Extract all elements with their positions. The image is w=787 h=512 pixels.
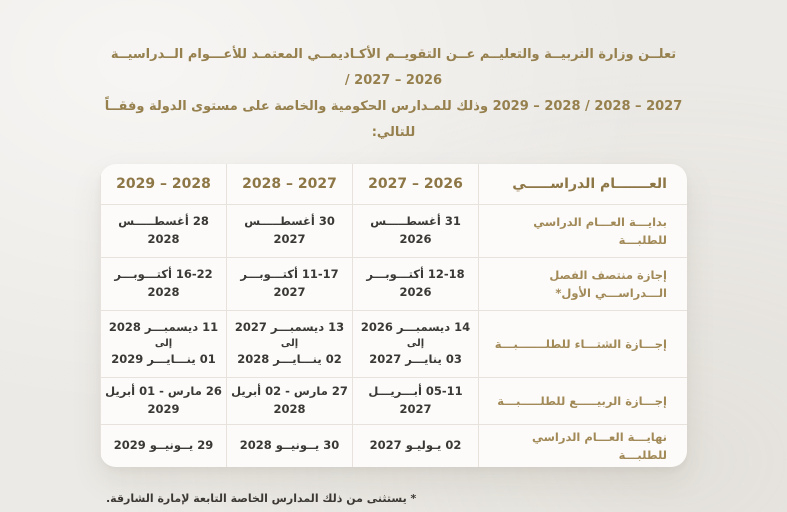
header-academic-year: العـــــــام الدراســـــي xyxy=(479,164,687,204)
date-cell: 05-11 أبـــريـــل 2027 xyxy=(353,378,478,424)
row-label-spring-break: إجـــازة الربيـــــع للطلـــــبـــة xyxy=(479,378,687,424)
sharjah-exclusion-footnote: * يستثنى من ذلك المدارس الخاصة التابعة ل… xyxy=(106,492,417,505)
header-year-2027-2028: 2027 – 2028 xyxy=(227,164,352,204)
academic-calendar-table: العـــــــام الدراســـــي 2026 – 2027 20… xyxy=(100,164,687,467)
date-cell: 11-17 أكتـــوبـــر 2027 xyxy=(227,258,352,310)
date-cell: 29 يــونيــو 2029 xyxy=(101,425,226,467)
announcement-page: تعلــن وزارة التربيــة والتعليــم عــن ا… xyxy=(0,42,787,512)
date-cell: 26 مارس - 01 أبريل 2029 xyxy=(101,378,226,424)
row-label-year-end: نهايـــة العـــام الدراسي للطلبـــة xyxy=(479,425,687,467)
row-label-midterm-break: إجازة منتصف الفصل الـــدراســـي الأول* xyxy=(479,258,687,310)
date-cell: 28 أغسطـــــس 2028 xyxy=(101,205,226,257)
header-year-2026-2027: 2026 – 2027 xyxy=(353,164,478,204)
date-cell: 11 ديسمبـــر 2028 إلى 01 ينـــايـــر 202… xyxy=(101,311,226,377)
header-year-2028-2029: 2028 – 2029 xyxy=(101,164,226,204)
date-cell: 27 مارس - 02 أبريل 2028 xyxy=(227,378,352,424)
title-line-1: تعلــن وزارة التربيــة والتعليــم عــن ا… xyxy=(110,47,677,88)
date-cell: 14 ديسمبـــر 2026 إلى 03 ينايـــر 2027 xyxy=(353,311,478,377)
title-line-2: 2027 – 2028 / 2028 – 2029 وذلك للمـدارس … xyxy=(104,99,683,140)
row-label-winter-break: إجـــازة الشتـــاء للطلـــــــبـــة xyxy=(479,311,687,377)
page-title: تعلــن وزارة التربيــة والتعليــم عــن ا… xyxy=(101,42,686,146)
date-cell: 12-18 أكتـــوبـــر 2026 xyxy=(353,258,478,310)
date-cell: 13 ديسمبـــر 2027 إلى 02 ينـــايـــر 202… xyxy=(227,311,352,377)
date-cell: 02 يـوليـو 2027 xyxy=(353,425,478,467)
date-cell: 30 يــونيــو 2028 xyxy=(227,425,352,467)
date-cell: 31 أغسطـــــس 2026 xyxy=(353,205,478,257)
date-cell: 30 أغسطـــــس 2027 xyxy=(227,205,352,257)
row-label-year-start: بدايـــة العـــام الدراسي للطلبـــة xyxy=(479,205,687,257)
date-cell: 16-22 أكتـــوبـــر 2028 xyxy=(101,258,226,310)
